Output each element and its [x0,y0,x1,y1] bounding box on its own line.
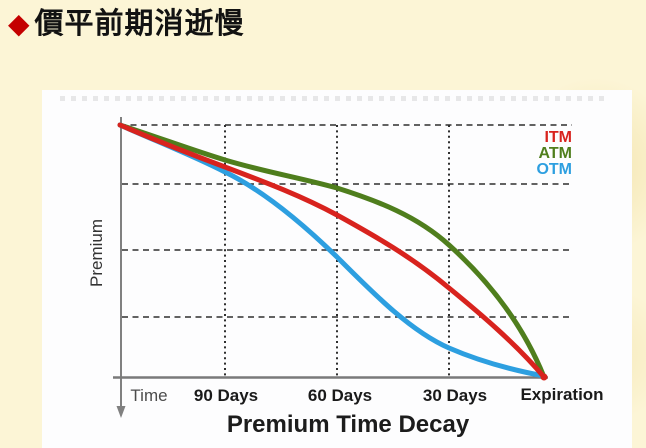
slide-header: ◆ 價平前期消逝慢 [8,6,245,42]
legend-otm: OTM [536,161,572,178]
tick-90-days: 90 Days [193,386,259,405]
horizontal-gridlines [120,124,572,318]
chart-legend: ITM ATM OTM [536,130,572,178]
diamond-bullet-icon: ◆ [8,8,30,40]
legend-itm: ITM [544,129,572,146]
faint-artifact-band [60,96,608,101]
premium-decay-chart [113,117,572,418]
tick-expiration: Expiration [520,385,604,404]
chart-panel: ITM ATM OTM Premium Time 90 Days 60 Days… [42,90,632,448]
vertical-gridlines [224,125,450,377]
y-axis-label: Premium [87,218,106,288]
expiration-convergence-point [540,373,548,381]
chart-caption: Premium Time Decay [226,411,470,438]
tick-60-days: 60 Days [307,386,373,405]
itm-curve [117,122,547,380]
legend-atm: ATM [538,145,572,162]
slide-title: 價平前期消逝慢 [34,8,245,40]
atm-curve [117,122,547,380]
y-axis-down-arrow-icon [116,406,126,418]
tick-30-days: 30 Days [422,386,488,405]
x-axis-origin-label: Time [130,386,168,405]
